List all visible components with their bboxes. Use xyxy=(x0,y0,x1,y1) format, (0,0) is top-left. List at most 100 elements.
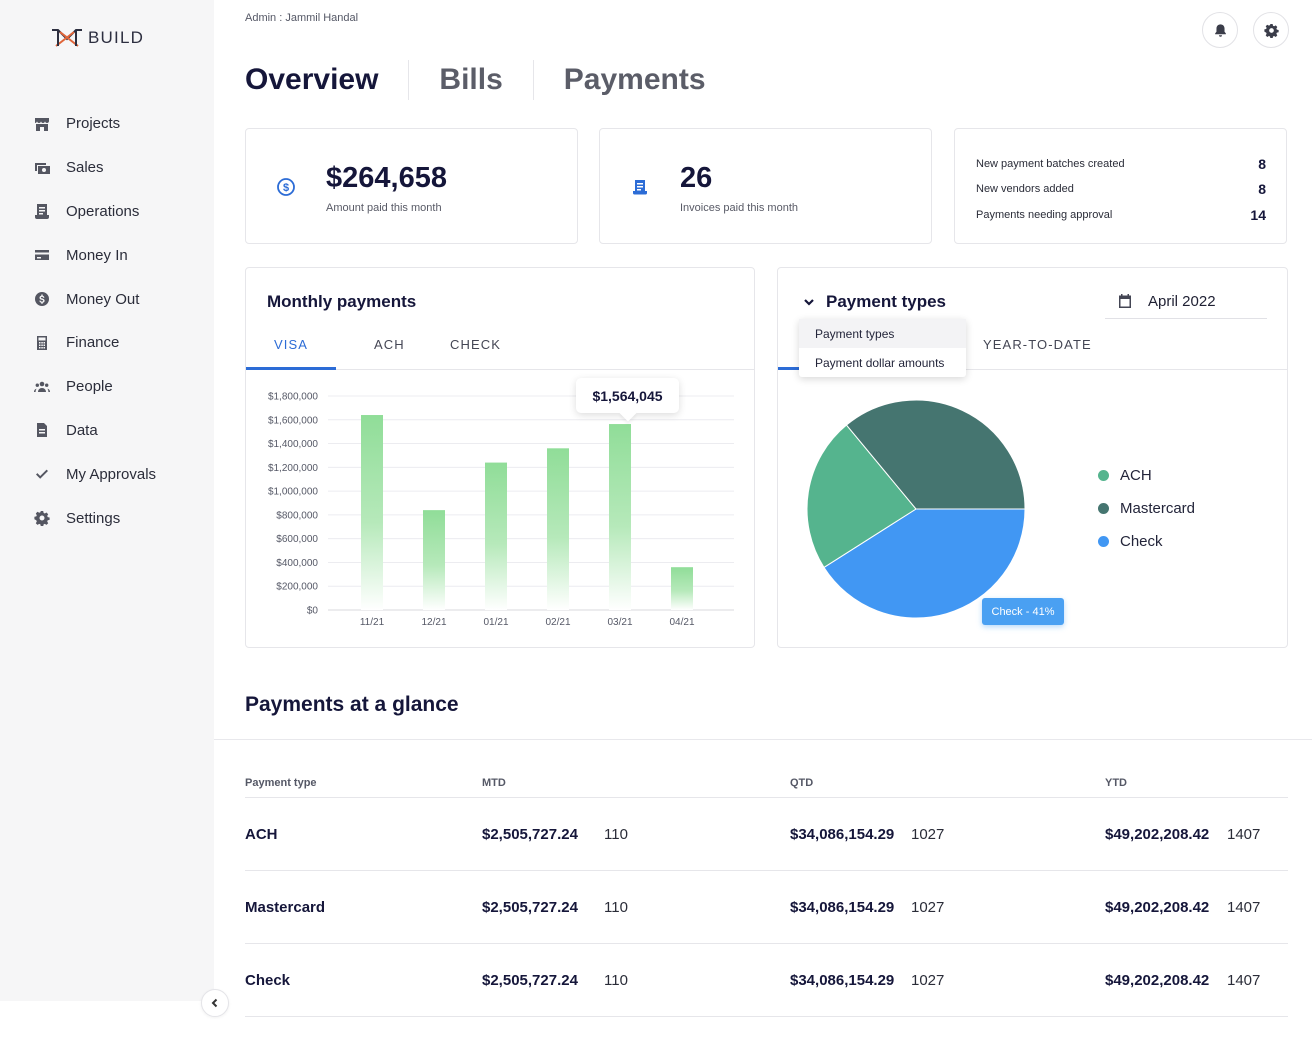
sidebar-item-people[interactable]: People xyxy=(0,365,214,409)
collapse-sidebar-button[interactable] xyxy=(201,989,229,1017)
pie-tooltip: Check - 41% xyxy=(982,598,1064,625)
sidebar-item-label: Data xyxy=(66,421,98,439)
x-tick-label: 04/21 xyxy=(669,617,694,628)
bar[interactable] xyxy=(547,448,569,610)
calculator-icon xyxy=(33,334,50,351)
ytd-count-cell: 1407 xyxy=(1227,972,1261,989)
legend-item-ach: ACH xyxy=(1098,459,1195,492)
table-row[interactable]: Check $2,505,727.24 110 $34,086,154.29 1… xyxy=(245,944,1288,1017)
qtd-count-cell: 1027 xyxy=(911,899,945,916)
store-icon xyxy=(33,115,50,132)
monthly-payments-title: Monthly payments xyxy=(267,292,417,311)
sidebar-item-operations[interactable]: Operations xyxy=(0,190,214,234)
sidebar-item-finance[interactable]: Finance xyxy=(0,321,214,365)
sidebar-nav: Projects Sales Operations Money In Money… xyxy=(0,102,214,540)
summary-label: Payments needing approval xyxy=(976,208,1113,221)
bar[interactable] xyxy=(609,424,631,610)
ytd-amount-cell: $49,202,208.42 xyxy=(1105,899,1210,916)
active-tab-underline xyxy=(246,367,336,370)
bar[interactable] xyxy=(671,567,693,610)
tab-payments[interactable]: Payments xyxy=(532,60,736,100)
monthly-payments-bar-chart: $0 $200,000 $400,000 $600,000 $800,000 $1,000… xyxy=(268,392,734,628)
amount-paid-card: $ $264,658 Amount paid this month xyxy=(245,128,578,244)
payment-types-dropdown: Payment types Payment dollar amounts xyxy=(799,319,966,377)
y-tick-label: $1,000,000 xyxy=(268,487,318,498)
qtd-amount-cell: $34,086,154.29 xyxy=(790,826,895,843)
summary-value: 14 xyxy=(1250,206,1266,223)
pie-slice-ach[interactable] xyxy=(806,424,917,569)
gear-icon xyxy=(33,510,50,527)
sidebar-item-my-approvals[interactable]: My Approvals xyxy=(0,452,214,496)
table-row[interactable]: ACH $2,505,727.24 110 $34,086,154.29 102… xyxy=(245,798,1288,871)
settings-button[interactable] xyxy=(1253,12,1289,48)
bar[interactable] xyxy=(485,462,507,610)
tab-year-to-date[interactable]: YEAR-TO-DATE xyxy=(983,337,1092,352)
y-tick-label: $600,000 xyxy=(276,534,318,545)
y-tick-label: $1,800,000 xyxy=(268,392,318,403)
tab-overview[interactable]: Overview xyxy=(245,63,379,96)
page-tabs: Overview Bills Payments xyxy=(245,60,736,100)
sidebar-item-label: Money In xyxy=(66,246,128,264)
table-header: Payment type MTD QTD YTD xyxy=(245,771,1288,798)
legend-item-mastercard: Mastercard xyxy=(1098,492,1195,525)
column-header: YTD xyxy=(1105,777,1127,789)
summary-value: 8 xyxy=(1258,181,1266,198)
mtd-count-cell: 110 xyxy=(604,972,628,989)
brand-logo[interactable]: BUILD xyxy=(50,26,144,50)
summary-card: New payment batches created 8 New vendor… xyxy=(954,128,1287,244)
summary-row: Payments needing approval 14 xyxy=(976,202,1266,228)
sidebar-item-money-in[interactable]: Money In xyxy=(0,233,214,277)
calendar-icon xyxy=(1119,294,1131,308)
gear-icon xyxy=(1263,23,1279,38)
sidebar-item-label: My Approvals xyxy=(66,465,157,483)
sidebar-item-data[interactable]: Data xyxy=(0,409,214,453)
bar[interactable] xyxy=(361,415,383,610)
summary-label: New payment batches created xyxy=(976,157,1125,170)
qtd-amount-cell: $34,086,154.29 xyxy=(790,972,895,989)
pie-legend: ACH Mastercard Check xyxy=(1098,459,1195,558)
sidebar-item-projects[interactable]: Projects xyxy=(0,102,214,146)
chevron-down-icon[interactable] xyxy=(802,295,816,309)
summary-row: New payment batches created 8 xyxy=(976,151,1266,177)
ytd-count-cell: 1407 xyxy=(1227,826,1261,843)
bar[interactable] xyxy=(423,510,445,610)
dropdown-option-payment-dollar-amounts[interactable]: Payment dollar amounts xyxy=(815,355,945,370)
amount-paid-value: $264,658 xyxy=(326,162,447,194)
sidebar-item-settings[interactable]: Settings xyxy=(0,496,214,540)
y-tick-label: $1,400,000 xyxy=(268,439,318,450)
sidebar-item-money-out[interactable]: Money Out xyxy=(0,277,214,321)
sidebar-item-label: People xyxy=(66,378,113,396)
qtd-amount-cell: $34,086,154.29 xyxy=(790,899,895,916)
sidebar-item-sales[interactable]: Sales xyxy=(0,146,214,190)
column-header: MTD xyxy=(482,777,506,789)
sidebar-item-label: Money Out xyxy=(66,290,140,308)
payment-types-title[interactable]: Payment types xyxy=(826,292,946,311)
date-picker[interactable]: April 2022 xyxy=(1105,284,1267,319)
payment-type-cell: Check xyxy=(245,972,291,989)
column-header: QTD xyxy=(790,777,814,789)
summary-list: New payment batches created 8 New vendor… xyxy=(976,151,1266,228)
glance-title: Payments at a glance xyxy=(245,693,459,716)
tab-bills[interactable]: Bills xyxy=(408,60,532,100)
x-tick-label: 12/21 xyxy=(421,617,446,628)
column-header: Payment type xyxy=(245,777,317,789)
y-tick-label: $1,200,000 xyxy=(268,463,318,474)
invoices-paid-value: 26 xyxy=(680,162,713,194)
payment-type-cell: ACH xyxy=(245,826,278,843)
dropdown-option-payment-types[interactable]: Payment types xyxy=(799,319,966,348)
tab-visa[interactable]: VISA xyxy=(274,337,309,352)
sidebar-item-label: Operations xyxy=(66,202,140,220)
x-tick-label: 03/21 xyxy=(607,617,632,628)
breadcrumb: Admin : Jammil Handal xyxy=(245,12,359,24)
invoice-icon xyxy=(633,180,647,195)
dollar-coin-icon xyxy=(33,291,50,308)
legend-dot xyxy=(1098,503,1109,514)
tab-check[interactable]: CHECK xyxy=(450,337,502,352)
tab-ach[interactable]: ACH xyxy=(374,337,405,352)
payment-type-cell: Mastercard xyxy=(245,899,326,916)
invoices-paid-card: 26 Invoices paid this month xyxy=(599,128,932,244)
table-row[interactable]: Mastercard $2,505,727.24 110 $34,086,154… xyxy=(245,871,1288,944)
pie-slice-check[interactable] xyxy=(823,508,1026,619)
notifications-button[interactable] xyxy=(1202,12,1238,48)
pie-slice-mastercard[interactable] xyxy=(845,399,1026,510)
